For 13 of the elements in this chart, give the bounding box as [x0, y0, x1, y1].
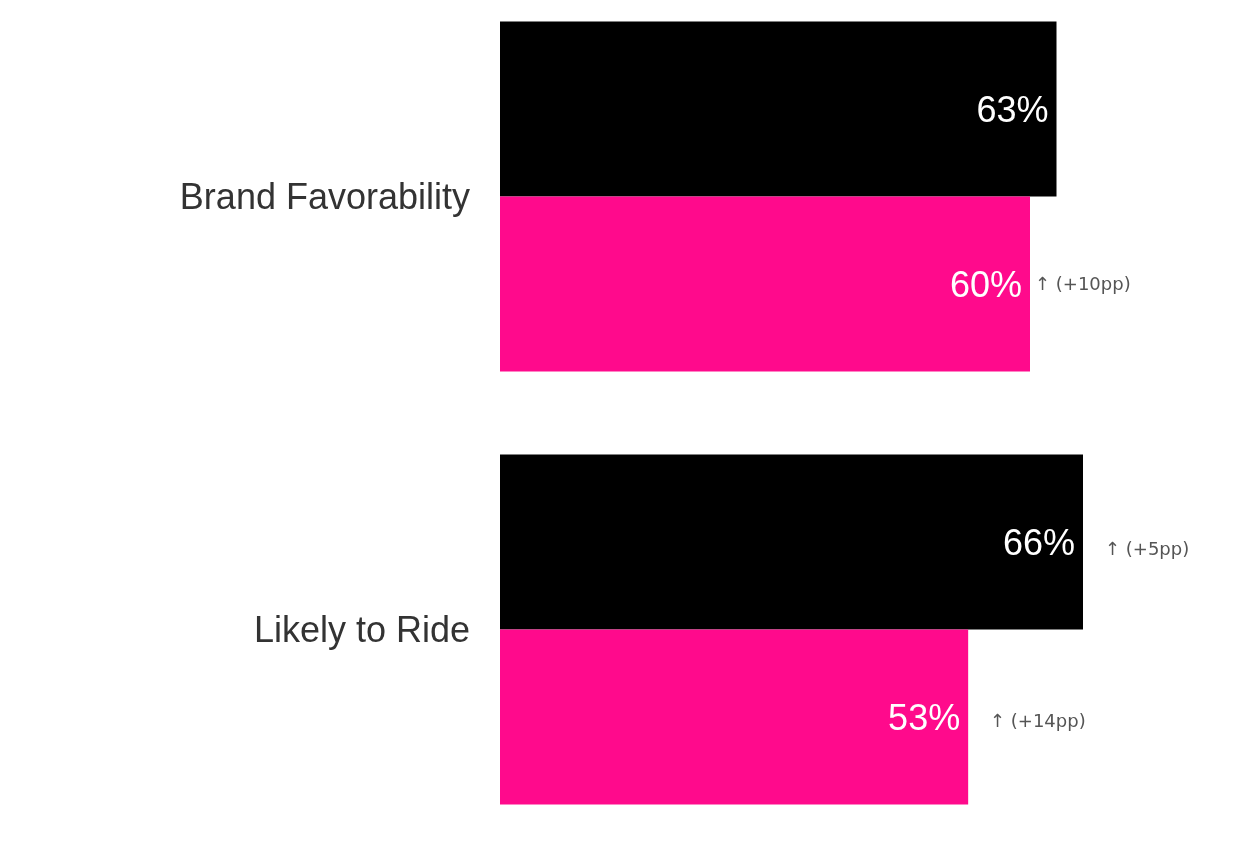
- annotation: ↑ (+14pp): [990, 709, 1086, 731]
- data-label: 60%: [949, 263, 1022, 305]
- bar: [500, 454, 1083, 630]
- data-label: 66%: [1002, 521, 1075, 563]
- text: ↑ (+5pp): [1105, 537, 1190, 559]
- data-label: 53%: [888, 696, 961, 738]
- annotation: ↑ (+10pp): [1035, 272, 1131, 294]
- bar: [500, 196, 1030, 372]
- data-label: 63%: [976, 88, 1049, 130]
- bar: [500, 629, 969, 805]
- bar: [500, 21, 1057, 197]
- y-tick-label: Brand Favorability: [179, 176, 470, 217]
- y-tick-label: Likely to Ride: [253, 609, 470, 650]
